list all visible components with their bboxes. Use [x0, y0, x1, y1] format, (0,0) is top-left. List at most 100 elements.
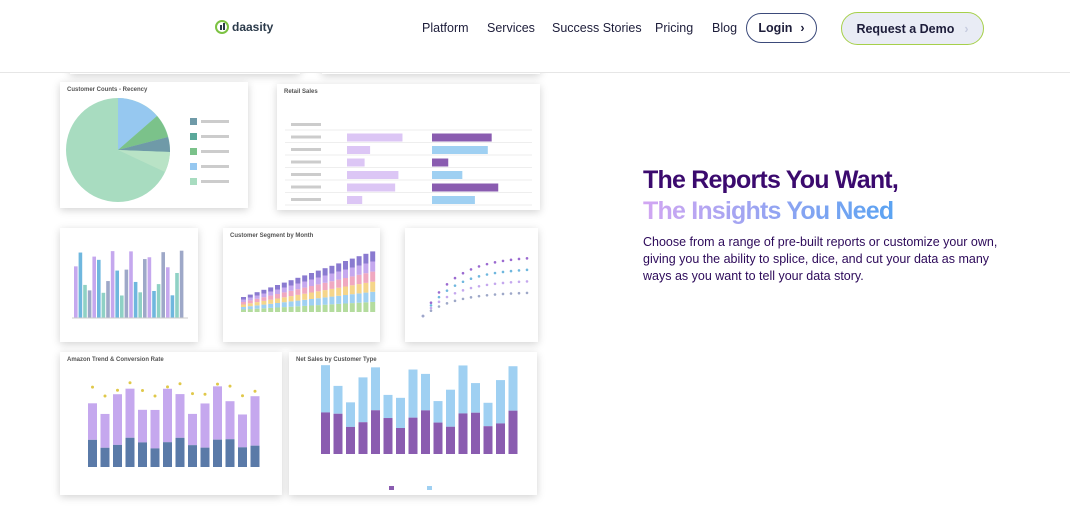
decor — [322, 297, 328, 305]
nav-link[interactable]: Services — [487, 21, 535, 35]
decor — [383, 394, 393, 419]
decor — [358, 377, 368, 423]
decor — [371, 367, 380, 411]
decor — [152, 290, 156, 318]
logo[interactable]: daasity — [215, 20, 273, 34]
decor — [408, 369, 418, 418]
demo-button[interactable]: Request a Demo › — [841, 12, 984, 45]
decor — [508, 366, 518, 411]
decor — [175, 272, 179, 318]
decor — [120, 295, 124, 318]
decor — [461, 289, 465, 292]
decor — [453, 291, 457, 295]
decor — [291, 160, 321, 164]
decor — [427, 486, 432, 490]
decor — [432, 158, 449, 167]
decor — [138, 442, 147, 467]
decor — [166, 267, 170, 318]
decor — [370, 301, 376, 312]
decor — [396, 427, 405, 454]
decor — [358, 422, 368, 454]
decor — [261, 289, 267, 294]
decor — [188, 413, 197, 446]
chevron: › — [964, 21, 969, 36]
decor — [461, 297, 465, 301]
decor — [349, 294, 355, 304]
decor — [275, 307, 280, 312]
decor — [238, 414, 247, 448]
decor — [275, 298, 280, 303]
decor — [241, 299, 246, 302]
decor — [302, 299, 308, 306]
decor — [336, 279, 342, 288]
decor — [315, 284, 321, 292]
decor — [150, 409, 160, 449]
decor — [225, 439, 235, 467]
decor — [74, 266, 78, 318]
decor — [254, 302, 260, 306]
decor — [216, 382, 219, 386]
decor — [517, 291, 521, 295]
decor — [429, 301, 433, 305]
decor — [178, 382, 182, 386]
report-card: Customer Segment by Month — [223, 228, 380, 342]
decor — [143, 259, 147, 318]
decor — [329, 281, 335, 289]
nav-link[interactable]: Success Stories — [552, 21, 642, 35]
decor — [247, 306, 253, 310]
decor — [124, 269, 129, 318]
decor — [92, 256, 96, 318]
decor — [517, 269, 521, 272]
logo-icon — [215, 20, 229, 34]
decor — [453, 276, 457, 280]
decor — [138, 292, 142, 318]
decor — [295, 283, 301, 290]
decor — [288, 280, 294, 286]
decor — [268, 299, 274, 304]
decor — [446, 389, 455, 427]
card-title: Retail Sales — [284, 89, 318, 95]
nav-link[interactable]: Blog — [712, 21, 738, 35]
decor — [469, 277, 473, 281]
decor — [281, 287, 287, 293]
decor — [336, 303, 342, 312]
decor — [429, 309, 433, 312]
decor — [356, 302, 362, 312]
decor — [241, 309, 246, 312]
decor — [370, 251, 376, 262]
report-card: Customer Counts - Recency — [60, 82, 248, 208]
decor — [483, 402, 493, 427]
decor — [408, 417, 418, 454]
decor — [493, 293, 497, 296]
nav-link[interactable]: Platform — [422, 21, 469, 35]
decor — [138, 409, 147, 443]
decor — [445, 289, 449, 292]
decor — [309, 299, 314, 306]
decor — [275, 285, 280, 290]
decor — [163, 442, 172, 467]
decor — [432, 171, 463, 179]
chart-image — [241, 251, 376, 312]
decor — [254, 305, 260, 309]
decor — [453, 284, 457, 287]
login-button[interactable]: Login › — [746, 13, 817, 43]
decor — [453, 299, 457, 303]
decor — [347, 133, 403, 142]
decor — [329, 265, 335, 274]
decor — [247, 300, 253, 304]
decor — [247, 303, 253, 307]
decor — [389, 486, 394, 490]
decor — [461, 280, 465, 284]
decor — [437, 305, 441, 308]
nav-link[interactable]: Pricing — [655, 21, 694, 35]
decor — [421, 373, 430, 411]
decor — [349, 267, 355, 277]
decor — [309, 305, 314, 312]
decor — [309, 292, 314, 299]
decor — [493, 261, 497, 264]
decor — [191, 392, 194, 396]
decor — [370, 281, 376, 292]
decor — [336, 295, 342, 304]
decor — [83, 284, 87, 318]
